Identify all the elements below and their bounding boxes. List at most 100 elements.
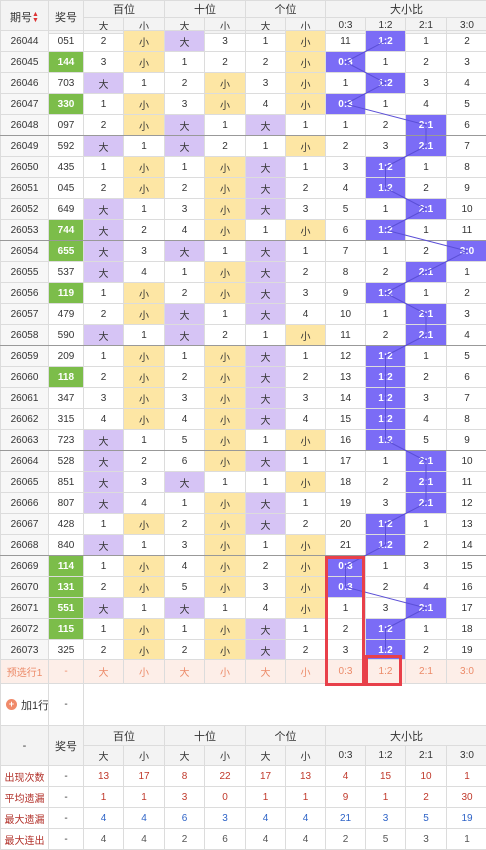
- digit-cell: 大: [245, 282, 286, 304]
- digit-cell: 小: [123, 408, 165, 430]
- ratio-cell: 2: [446, 30, 486, 52]
- issue-header[interactable]: 期号▲ ▼: [0, 0, 49, 34]
- ratio-cell: 2:1: [405, 303, 447, 325]
- digit-cell: 大: [83, 72, 124, 94]
- digit-cell: 大: [83, 471, 124, 493]
- ratio-cell: 1: [446, 261, 486, 283]
- sort-icon[interactable]: ▲ ▼: [32, 11, 39, 25]
- sub-header-small: 小: [123, 17, 165, 34]
- stats-value: 1: [285, 786, 326, 808]
- digit-cell: 小: [123, 177, 165, 199]
- ratio-cell: 2: [405, 534, 447, 556]
- plus-icon: +: [6, 699, 17, 710]
- predict-cell[interactable]: 0:3: [325, 659, 366, 684]
- ratio-cell: 2: [405, 639, 447, 661]
- digit-cell: 1: [204, 597, 246, 619]
- footer-sub: 大: [164, 745, 205, 766]
- predict-cell[interactable]: 2:1: [405, 659, 447, 684]
- table-row: 26048 097 2 小大 1 大 1 1 2 2:1 6: [0, 114, 486, 136]
- predict-row[interactable]: 预选行1 - 大 小 大 小 大 小 0:3 1:2 2:1 3:0: [0, 659, 486, 684]
- predict-cell[interactable]: 大: [164, 659, 205, 684]
- digit-cell: 2: [164, 639, 205, 661]
- prize-cell: 347: [48, 387, 84, 409]
- ratio-cell: 2:1: [405, 198, 447, 220]
- digit-cell: 小: [123, 282, 165, 304]
- stats-value: 13: [83, 765, 124, 787]
- predict-cell[interactable]: 大: [245, 659, 286, 684]
- digit-cell: 大: [245, 618, 286, 640]
- predict-cell[interactable]: 小: [123, 659, 165, 684]
- digit-cell: 小: [123, 555, 165, 577]
- ratio-cell: 12: [446, 492, 486, 514]
- digit-cell: 大: [245, 366, 286, 388]
- digit-cell: 3: [83, 387, 124, 409]
- stats-value: 4: [285, 828, 326, 850]
- hundreds-header: 百位: [83, 0, 165, 18]
- ratio-cell: 1: [325, 72, 366, 94]
- predict-cell[interactable]: 1:2: [365, 659, 406, 684]
- stats-value: 17: [245, 765, 286, 787]
- digit-cell: 5: [164, 576, 205, 598]
- ratio-cell: 4: [446, 72, 486, 94]
- digit-cell: 2: [285, 366, 326, 388]
- ratio-cell: 2:1: [405, 492, 447, 514]
- digit-cell: 1: [204, 303, 246, 325]
- prize-cell: 744: [48, 219, 84, 241]
- ratio-cell: 1:2: [365, 282, 406, 304]
- digit-cell: 2: [164, 177, 205, 199]
- footer-sub: 0:3: [325, 745, 366, 766]
- digit-cell: 1: [123, 198, 165, 220]
- digit-cell: 小: [204, 198, 246, 220]
- stats-row: 最大遗漏 -4 4 6 3 4 4 21 3 5 19: [0, 807, 486, 829]
- ratio-cell: 15: [446, 555, 486, 577]
- digit-cell: 小: [204, 387, 246, 409]
- ratio-cell: 1: [405, 219, 447, 241]
- stats-value: 21: [325, 807, 366, 829]
- issue-cell: 26058: [0, 324, 49, 346]
- digit-cell: 1: [83, 282, 124, 304]
- prize-cell: 479: [48, 303, 84, 325]
- prize-cell: 045: [48, 177, 84, 199]
- footer-prize-label: 奖号: [48, 725, 84, 766]
- stats-value: 19: [446, 807, 486, 829]
- digit-cell: 小: [285, 219, 326, 241]
- digit-cell: 大: [164, 30, 205, 52]
- add-row-button[interactable]: + 加1行: [6, 697, 48, 713]
- stats-value: 13: [285, 765, 326, 787]
- add-row-cell[interactable]: + 加1行: [0, 683, 49, 726]
- issue-cell: 26045: [0, 51, 49, 73]
- table-row: 26065 851 大 3 大 1 1 小 18 2 2:1 11: [0, 471, 486, 493]
- issue-cell: 26072: [0, 618, 49, 640]
- predict-cell[interactable]: 3:0: [446, 659, 486, 684]
- digit-cell: 4: [123, 492, 165, 514]
- predict-cell[interactable]: 小: [285, 659, 326, 684]
- ratio-cell: 2:1: [405, 471, 447, 493]
- stats-value: 3: [164, 786, 205, 808]
- ratio-cell: 6: [325, 219, 366, 241]
- table-row: 26059 209 1 小 1 小大 1 12 1:2 1 5: [0, 345, 486, 367]
- predict-label[interactable]: 预选行1: [0, 659, 49, 684]
- footer-sub: 1:2: [365, 745, 406, 766]
- predict-cell[interactable]: 大: [83, 659, 124, 684]
- ratio-cell: 1: [405, 282, 447, 304]
- sub-header-ratio: 2:1: [405, 17, 447, 34]
- footer-sub: 小: [123, 745, 165, 766]
- ratio-cell: 0:3: [325, 51, 366, 73]
- ratio-cell: 2:1: [405, 114, 447, 136]
- digit-cell: 1: [123, 534, 165, 556]
- footer-sub: 2:1: [405, 745, 447, 766]
- stats-value: 4: [83, 828, 124, 850]
- ratio-cell: 21: [325, 534, 366, 556]
- ratio-cell: 4: [405, 93, 447, 115]
- stats-value: 4: [325, 765, 366, 787]
- digit-cell: 2: [164, 72, 205, 94]
- ratio-cell: 5: [325, 198, 366, 220]
- digit-cell: 3: [164, 534, 205, 556]
- digit-cell: 小: [204, 282, 246, 304]
- ratio-cell: 13: [325, 366, 366, 388]
- ratio-cell: 16: [446, 576, 486, 598]
- ratio-cell: 2:1: [405, 135, 447, 157]
- digit-cell: 大: [83, 324, 124, 346]
- predict-cell[interactable]: 小: [204, 659, 246, 684]
- digit-cell: 4: [164, 408, 205, 430]
